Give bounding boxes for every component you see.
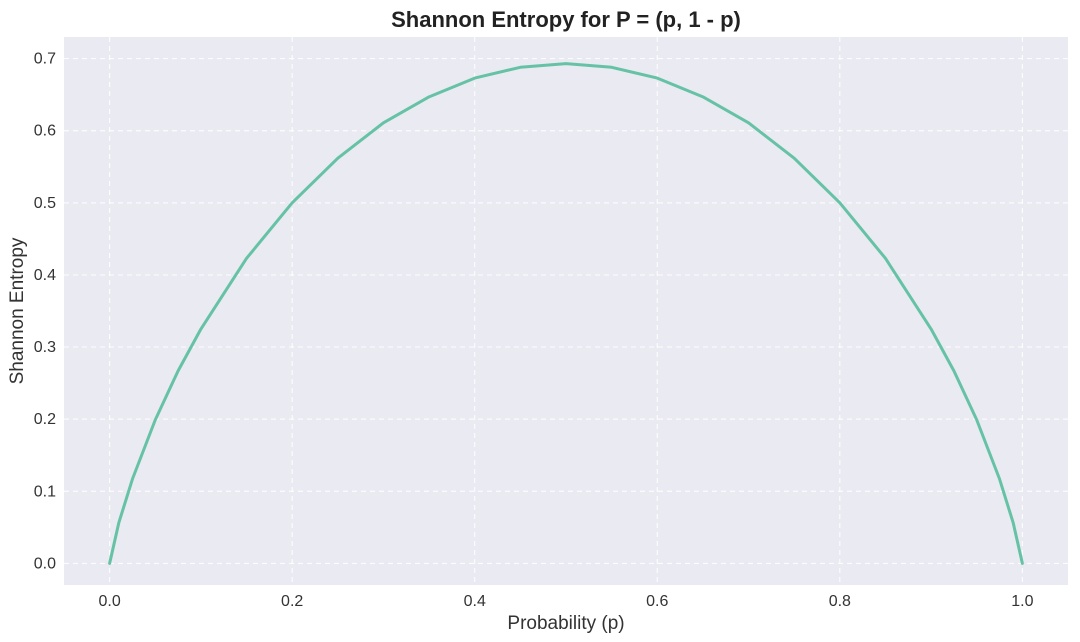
y-tick-label: 0.7 bbox=[34, 51, 56, 68]
tick-labels: 0.0 0.2 0.4 0.6 0.8 1.0 0.0 0.1 0.2 0.3 0.4 0.5 0.6 0… bbox=[34, 51, 1034, 610]
plot-background bbox=[64, 37, 1068, 585]
y-tick-label: 0.4 bbox=[34, 267, 56, 284]
y-tick-label: 0.6 bbox=[34, 123, 56, 140]
y-tick-label: 0.2 bbox=[34, 411, 56, 428]
y-tick-label: 0.3 bbox=[34, 339, 56, 356]
y-tick-label: 0.5 bbox=[34, 195, 56, 212]
x-tick-label: 0.8 bbox=[829, 593, 851, 610]
x-tick-label: 1.0 bbox=[1011, 593, 1033, 610]
x-axis-label: Probability (p) bbox=[507, 613, 624, 634]
chart-title: Shannon Entropy for P = (p, 1 - p) bbox=[391, 7, 741, 32]
x-tick-label: 0.0 bbox=[99, 593, 121, 610]
y-axis-label: Shannon Entropy bbox=[7, 237, 28, 384]
y-tick-label: 0.0 bbox=[34, 555, 56, 572]
entropy-series-line bbox=[108, 62, 1024, 565]
x-tick-label: 0.4 bbox=[464, 593, 486, 610]
x-tick-label: 0.2 bbox=[281, 593, 303, 610]
grid bbox=[64, 37, 1068, 585]
series-layer bbox=[108, 62, 1024, 565]
x-tick-label: 0.6 bbox=[646, 593, 668, 610]
y-tick-label: 0.1 bbox=[34, 483, 56, 500]
